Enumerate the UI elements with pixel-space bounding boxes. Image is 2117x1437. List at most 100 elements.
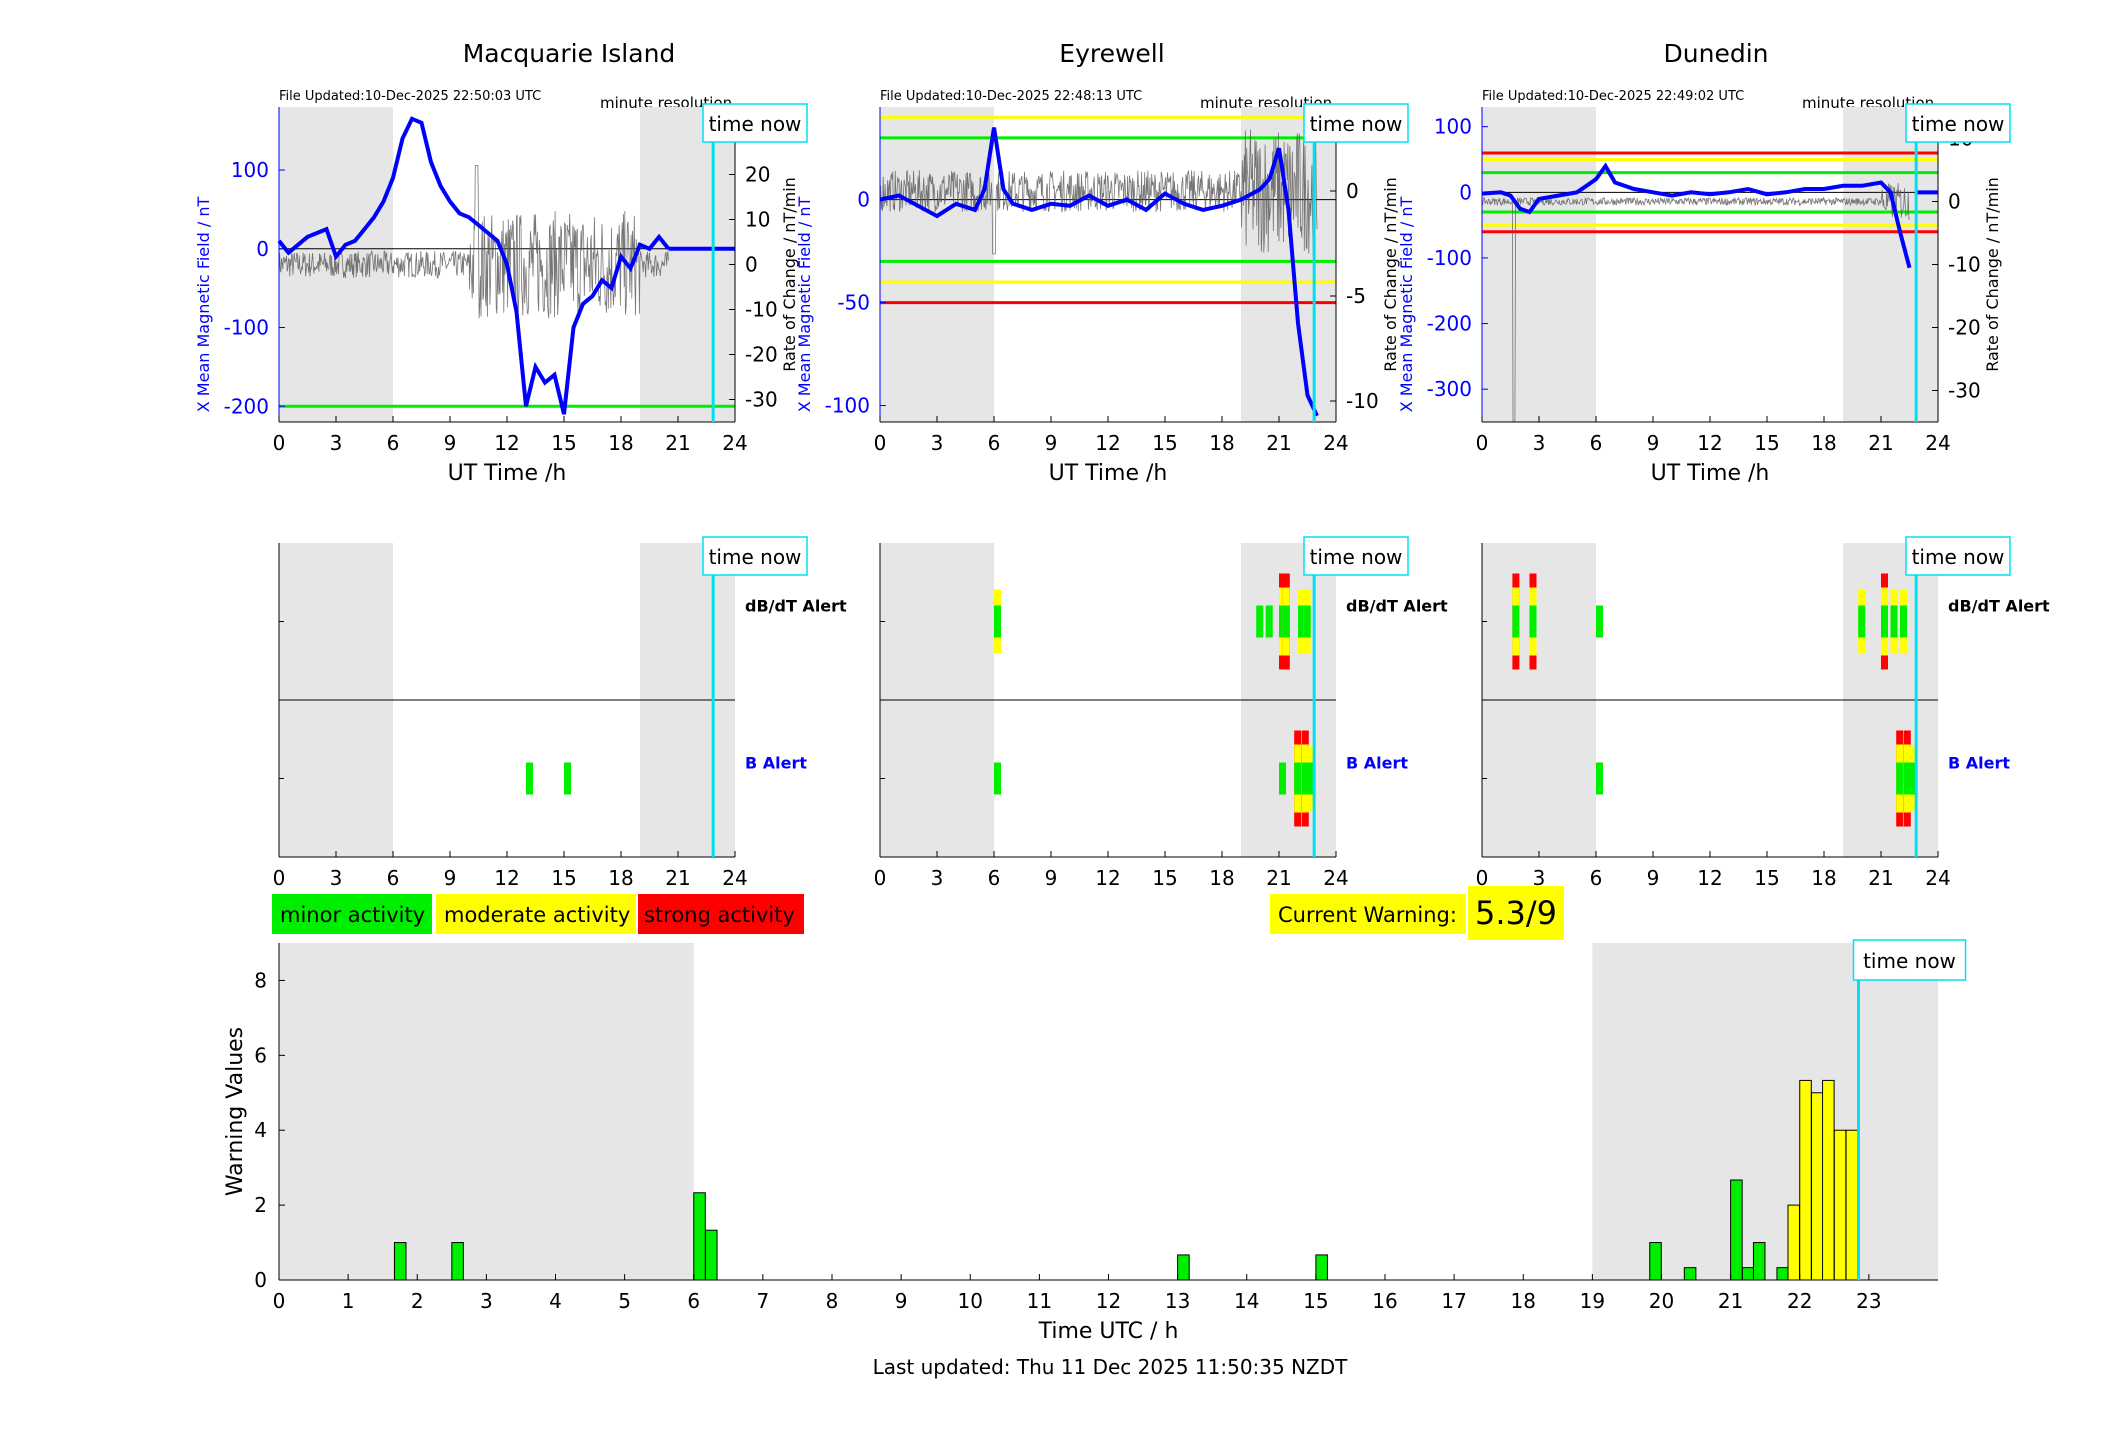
right-y-axis-label: Rate of Change / nT/min xyxy=(1983,177,2002,372)
x-tick-label: 12 xyxy=(1697,431,1722,455)
right-y-tick-label: 10 xyxy=(745,208,770,232)
alert-plot-dunedin: dB/dT Alert B Alert 0 3 6 9 12 15 18 21 24 time now xyxy=(1476,536,2050,890)
left-y-axis-label: X Mean Magnetic Field / nT xyxy=(1397,197,1416,413)
alert-plot-macquarie: dB/dT Alert B Alert 0 3 6 9 12 15 18 21 24 time now xyxy=(273,536,847,890)
left-y-tick-label: 0 xyxy=(857,188,870,212)
b-alert-label: B Alert xyxy=(1346,754,1408,773)
x-tick-label: 0 xyxy=(1476,866,1489,890)
x-tick-label: 9 xyxy=(1045,866,1058,890)
time-now-label: time now xyxy=(1310,112,1403,136)
x-tick-label: 17 xyxy=(1441,1289,1466,1313)
x-tick-label: 15 xyxy=(1754,431,1779,455)
warning-bar-minor xyxy=(393,1242,407,1281)
night-shading xyxy=(279,943,694,1280)
x-tick-label: 12 xyxy=(494,431,519,455)
warning-bar-minor xyxy=(705,1229,718,1281)
x-tick-label: 10 xyxy=(958,1289,983,1313)
right-y-tick-label: -5 xyxy=(1346,284,1366,308)
alert-mark-minor xyxy=(1279,762,1286,795)
time-now-box xyxy=(702,536,808,576)
left-y-tick-label: 100 xyxy=(1434,115,1472,139)
right-y-tick-label: -20 xyxy=(1948,316,1981,340)
y-tick-label: 6 xyxy=(254,1043,267,1067)
time-now-label: time now xyxy=(709,545,802,569)
alert-mark-minor xyxy=(1256,605,1264,638)
x-tick-label: 21 xyxy=(1718,1289,1743,1313)
left-y-axis-label: X Mean Magnetic Field / nT xyxy=(194,197,213,413)
time-now-label: time now xyxy=(709,112,802,136)
rate-of-change-series xyxy=(278,165,669,319)
x-tick-label: 21 xyxy=(665,431,690,455)
magnetic-field-series xyxy=(277,116,671,415)
x-tick-label: 19 xyxy=(1580,1289,1605,1313)
left-y-tick-label: -100 xyxy=(825,394,870,418)
x-tick-label: 18 xyxy=(608,431,633,455)
legend-moderate-swatch xyxy=(436,894,636,934)
y-tick-label: 2 xyxy=(254,1193,267,1217)
x-tick-label: 4 xyxy=(549,1289,562,1313)
dbdt-alert-label: dB/dT Alert xyxy=(1346,597,1448,616)
legend-moderate-label: moderate activity xyxy=(444,903,630,927)
alert-mark-moderate-inner xyxy=(1909,762,1917,795)
right-y-tick-label: -10 xyxy=(745,298,778,322)
footer-last-updated: Last updated: Thu 11 Dec 2025 11:50:35 N… xyxy=(873,1355,1349,1379)
y-tick-label: 4 xyxy=(254,1118,267,1142)
x-tick-label: 9 xyxy=(1045,431,1058,455)
x-tick-label: 12 xyxy=(1095,866,1120,890)
x-tick-label: 18 xyxy=(1209,431,1234,455)
y-tick-label: 0 xyxy=(254,1268,267,1292)
warning-bar-minor xyxy=(1683,1267,1697,1281)
time-now-box xyxy=(1303,536,1409,576)
x-tick-label: 21 xyxy=(1266,431,1291,455)
left-y-axis-label: X Mean Magnetic Field / nT xyxy=(795,197,814,413)
alert-mark-moderate-inner xyxy=(1303,605,1311,638)
warning-bar-minor xyxy=(1177,1254,1190,1281)
alert-mark-moderate-inner xyxy=(994,605,1001,638)
time-now-box xyxy=(1905,536,2011,576)
warning-bar-moderate xyxy=(1845,1129,1859,1281)
x-tick-label: 0 xyxy=(1476,431,1489,455)
left-y-tick-label: -50 xyxy=(837,291,870,315)
warning-bar-minor xyxy=(1752,1242,1766,1281)
x-tick-label: 0 xyxy=(874,431,887,455)
warning-bar-moderate xyxy=(1787,1204,1801,1281)
x-tick-label: 9 xyxy=(895,1289,908,1313)
x-tick-label: 7 xyxy=(757,1289,770,1313)
x-tick-label: 6 xyxy=(1590,431,1603,455)
station-title-macquarie: Macquarie Island xyxy=(463,39,676,68)
left-y-tick-label: -200 xyxy=(1427,312,1472,336)
x-axis-label: UT Time /h xyxy=(448,461,567,486)
x-tick-label: 24 xyxy=(1323,866,1348,890)
x-tick-label: 24 xyxy=(722,866,747,890)
warning-bar-minor xyxy=(1741,1267,1755,1281)
x-tick-label: 9 xyxy=(1647,431,1660,455)
x-tick-label: 15 xyxy=(1152,431,1177,455)
x-tick-label: 12 xyxy=(494,866,519,890)
x-tick-label: 3 xyxy=(480,1289,493,1313)
alert-mark-strong-inner xyxy=(1282,605,1290,638)
right-y-axis-label: Rate of Change / nT/min xyxy=(780,177,799,372)
dbdt-alert-label: dB/dT Alert xyxy=(1948,597,2050,616)
alert-mark-moderate-inner xyxy=(1858,605,1866,638)
left-y-tick-label: 100 xyxy=(231,158,269,182)
x-tick-label: 6 xyxy=(687,1289,700,1313)
x-tick-label: 16 xyxy=(1372,1289,1397,1313)
alert-mark-moderate-inner xyxy=(1890,605,1898,638)
warning-bar-moderate xyxy=(1822,1079,1835,1281)
x-tick-label: 6 xyxy=(988,431,1001,455)
file-updated-dunedin: File Updated:10-Dec-2025 22:49:02 UTC xyxy=(1482,89,1744,104)
warning-bar-moderate xyxy=(1833,1129,1847,1281)
warning-bar-minor xyxy=(693,1192,706,1281)
warning-bar-minor xyxy=(1776,1267,1789,1281)
right-y-tick-label: 0 xyxy=(1346,179,1359,203)
time-now-box xyxy=(1303,103,1409,143)
alert-mark-minor xyxy=(1596,605,1603,638)
file-updated-macquarie: File Updated:10-Dec-2025 22:50:03 UTC xyxy=(279,89,541,104)
current-warning-box: Current Warning: 5.3/9 xyxy=(1270,886,1564,940)
current-warning-label: Current Warning: xyxy=(1278,903,1457,927)
current-warning-value-bg xyxy=(1468,886,1564,940)
x-tick-label: 8 xyxy=(826,1289,839,1313)
x-tick-label: 0 xyxy=(273,866,286,890)
